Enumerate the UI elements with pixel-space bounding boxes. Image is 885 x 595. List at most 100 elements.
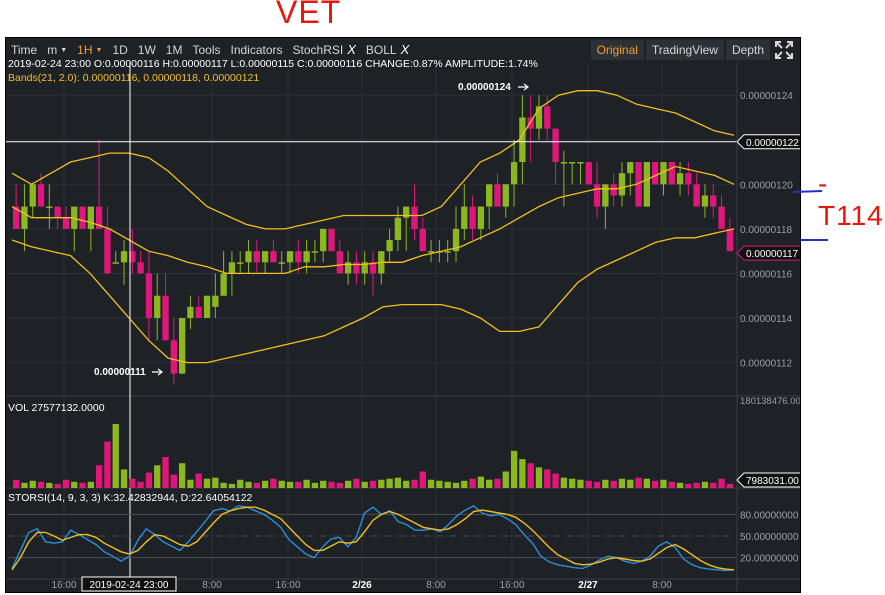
- candle-body: [71, 206, 78, 229]
- candle-body: [569, 162, 576, 164]
- interval-1h-label: 1H: [77, 43, 93, 57]
- volume-bar: [444, 481, 451, 488]
- candle-body: [170, 340, 177, 374]
- stoch-tick-label: 50.00000000: [740, 532, 799, 543]
- fullscreen-icon[interactable]: [774, 40, 794, 60]
- boll-info: Bands(21, 2.0): 0.00000116, 0.00000118, …: [8, 72, 260, 84]
- low-marker-arrow: [152, 368, 163, 376]
- interval-1w-button[interactable]: 1W: [137, 43, 156, 57]
- volume-bar: [261, 480, 269, 488]
- volume-bar: [486, 479, 493, 488]
- stoch-tick-label: 80.00000000: [740, 510, 799, 521]
- tools-button[interactable]: Tools: [192, 43, 221, 57]
- candle-body: [660, 162, 667, 185]
- volume-bar: [220, 482, 227, 488]
- candle-body: [469, 206, 476, 229]
- candle-body: [701, 195, 709, 207]
- low-marker-label: 0.00000111: [94, 367, 146, 378]
- candle-body: [253, 251, 260, 263]
- volume-bar: [303, 479, 310, 488]
- candle-body: [726, 228, 734, 252]
- candle-body: [87, 206, 94, 229]
- volume-bar: [610, 480, 617, 488]
- candle-body: [544, 106, 551, 129]
- interval-1d-button[interactable]: 1D: [112, 43, 128, 57]
- interval-1m-button[interactable]: 1M: [165, 43, 183, 57]
- volume-bar: [452, 482, 460, 488]
- indicators-button[interactable]: Indicators: [230, 43, 283, 57]
- candle-body: [320, 228, 327, 252]
- time-tick-label: 8:00: [202, 580, 222, 591]
- volume-bar: [336, 482, 343, 488]
- boll-indicator-tag[interactable]: BOLL X: [361, 38, 414, 62]
- candle-body: [527, 117, 534, 129]
- volume-bar: [627, 479, 634, 488]
- volume-bar: [37, 481, 45, 488]
- candle-body: [195, 306, 202, 319]
- time-button[interactable]: Time: [11, 43, 38, 57]
- candle-body: [411, 206, 418, 229]
- volume-bar: [419, 471, 426, 488]
- candle-body: [145, 273, 153, 319]
- tradingview-button[interactable]: TradingView: [645, 40, 724, 60]
- time-tick-label: 8:00: [426, 580, 446, 591]
- volume-bar: [71, 481, 78, 488]
- candle-body: [560, 162, 568, 164]
- volume-bar: [62, 479, 70, 488]
- volume-top-label: 180138476.00: [740, 396, 801, 407]
- candle-body: [643, 162, 651, 207]
- last-volume-label: 7983031.00: [746, 476, 799, 487]
- minute-label: m: [47, 43, 58, 57]
- candle-body: [519, 117, 526, 163]
- high-marker-label: 0.00000124: [458, 82, 511, 93]
- candle-body: [427, 251, 435, 253]
- volume-bar: [237, 479, 244, 488]
- interval-1h-dropdown[interactable]: 1H ▼: [72, 38, 107, 62]
- volume-bar: [129, 478, 136, 488]
- stochrsi-indicator-tag[interactable]: StochRSI X: [288, 38, 361, 62]
- original-view-button[interactable]: Original: [590, 40, 644, 60]
- volume-bar: [178, 463, 186, 488]
- volume-bar: [701, 481, 709, 488]
- candle-body: [178, 318, 186, 374]
- volume-bar: [618, 478, 626, 488]
- price-tick-label: 0.00000124: [740, 91, 793, 102]
- volume-bar: [361, 481, 368, 488]
- candle-body: [104, 228, 111, 274]
- volume-bar: [544, 469, 551, 488]
- depth-button[interactable]: Depth: [725, 40, 770, 60]
- candle-body: [54, 206, 61, 218]
- volume-bar: [552, 473, 559, 488]
- candle-body: [203, 295, 211, 319]
- candle-body: [336, 251, 343, 274]
- candle-body: [386, 240, 393, 252]
- time-tick-label: 2/27: [578, 580, 598, 591]
- volume-bar: [535, 467, 543, 488]
- close-icon[interactable]: X: [347, 42, 356, 57]
- candle-body: [585, 162, 592, 185]
- volume-bar: [593, 481, 601, 488]
- volume-bar: [162, 457, 169, 488]
- candle-body: [361, 262, 368, 274]
- volume-bar: [212, 477, 219, 488]
- stoch-d-line: [11, 506, 735, 571]
- volume-bar: [494, 478, 501, 488]
- volume-bar: [104, 441, 111, 488]
- chart-toolbar: Time m ▼ 1H ▼ 1D 1W 1M Tools Indicators St…: [6, 38, 800, 62]
- volume-bar: [21, 482, 28, 488]
- close-icon[interactable]: X: [400, 42, 410, 57]
- volume-bar: [245, 481, 252, 488]
- time-tick-label: 16:00: [499, 580, 524, 591]
- candle-body: [685, 173, 692, 185]
- volume-bar: [320, 480, 327, 488]
- candle-body: [245, 251, 252, 263]
- crosshair-price-box: [736, 134, 800, 150]
- volume-bar: [569, 478, 576, 488]
- boll-label: BOLL: [365, 43, 397, 57]
- minute-dropdown[interactable]: m ▼: [42, 38, 72, 62]
- price-tick-label: 0.00000116: [740, 269, 793, 280]
- handwritten-title: VET: [276, 0, 342, 30]
- candle-body: [602, 184, 609, 207]
- time-tick-label: 16:00: [51, 580, 76, 591]
- candle-body: [237, 262, 244, 264]
